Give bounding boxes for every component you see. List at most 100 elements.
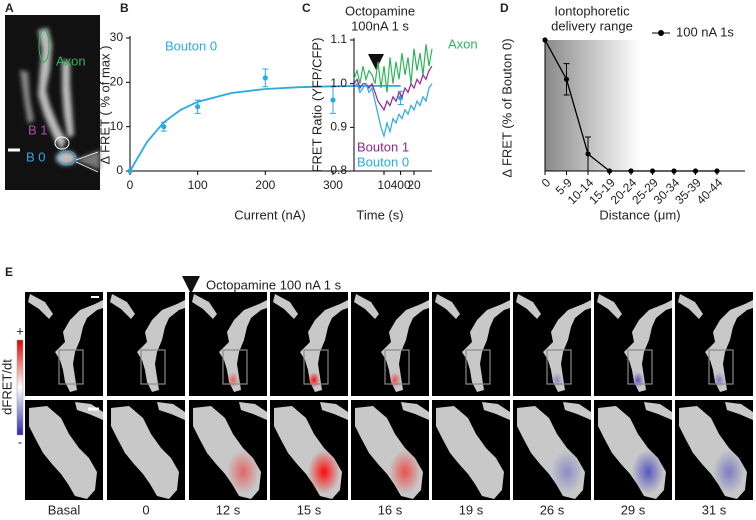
point	[542, 37, 548, 43]
image-label: B 0	[26, 149, 46, 164]
point	[714, 168, 720, 174]
signal	[632, 372, 644, 388]
panel-label: A	[5, 1, 14, 15]
point	[649, 168, 656, 174]
micrograph	[5, 15, 100, 190]
signal	[227, 450, 259, 494]
colorbar-min: -	[18, 434, 22, 449]
cell-mask	[354, 294, 429, 392]
frame-label: 16 s	[378, 502, 403, 517]
zoom-box	[303, 349, 329, 385]
cell-mask	[110, 294, 185, 392]
x-axis-label: Time (s)	[356, 207, 403, 222]
zoom-box	[384, 349, 410, 385]
cell-mask	[436, 402, 510, 499]
y-axis-label: FRET Ratio (YFP/CFP)	[309, 38, 324, 173]
frame-label: Basal	[48, 502, 81, 517]
error-bar	[397, 90, 404, 105]
zoom-box	[58, 349, 84, 385]
y-tick-label: 1.0	[330, 76, 347, 90]
x-tick-label: 400	[391, 178, 411, 192]
cell-mask	[192, 294, 267, 392]
point	[671, 168, 677, 174]
legend-label: Bouton 1	[357, 139, 409, 154]
stimulus-arrow	[368, 54, 384, 70]
panel-label: B	[120, 1, 129, 15]
x-axis-label: Distance (μm)	[599, 207, 680, 222]
zoom-box	[222, 349, 248, 385]
x-tick-label: 20	[407, 178, 421, 192]
panel-title: Octopamine 100 nA 1 s	[206, 277, 342, 292]
signal	[551, 450, 583, 494]
data-line	[353, 44, 433, 93]
error-bar	[262, 68, 269, 88]
frames: Basal 0 12 s 15 s 16 s 19 s 26 s 29 s 31 s	[25, 292, 753, 517]
error-bar	[563, 63, 570, 96]
y-tick-label: 0.8	[330, 163, 347, 177]
x-tick-label: 0	[127, 178, 134, 192]
point	[606, 168, 613, 174]
error-bar	[160, 121, 167, 132]
signal	[308, 450, 340, 494]
cell-mask	[111, 402, 185, 499]
legend-label: Axon	[448, 36, 478, 51]
frame-label: 0	[142, 502, 149, 517]
x-tick-label: 40-44	[694, 175, 726, 207]
annotation: Iontophoretic	[554, 3, 630, 18]
zoom-box	[627, 349, 653, 385]
panel-label: C	[302, 1, 311, 15]
signal	[551, 372, 563, 388]
legend-label: Bouton 0	[357, 154, 409, 169]
image-label: B 1	[28, 122, 48, 137]
zoom-box	[546, 349, 572, 385]
legend-label: Bouton 0	[165, 38, 217, 53]
x-axis-label: Current (nA)	[234, 207, 306, 222]
frame-label: 12 s	[216, 502, 241, 517]
panel-label: D	[500, 1, 509, 15]
point	[127, 168, 133, 174]
zoom-box	[465, 349, 491, 385]
y-tick-label: 10	[110, 119, 124, 133]
cell-mask	[516, 294, 591, 392]
frame-label: 15 s	[297, 502, 322, 517]
signal	[308, 372, 320, 388]
cell-mask	[678, 294, 753, 392]
cell-mask	[29, 402, 103, 499]
x-tick-label: 200	[255, 178, 275, 192]
legend-label: 100 nA 1s	[676, 24, 734, 39]
y-tick-label: 0.9	[330, 120, 347, 134]
frame-label: 19 s	[459, 502, 484, 517]
chart-title: 100nA 1 s	[351, 18, 409, 33]
error-bar	[585, 136, 591, 172]
error-bar	[329, 86, 336, 114]
error-bar	[194, 99, 201, 114]
zoom-box	[708, 349, 734, 385]
signal	[713, 450, 745, 494]
frame-label: 31 s	[702, 502, 727, 517]
y-tick-label: 30	[110, 30, 124, 44]
frame-label: 26 s	[540, 502, 565, 517]
panel-label: E	[5, 265, 13, 279]
legend-marker	[658, 30, 664, 36]
y-axis-label: Δ FRET (% of Bouton 0)	[499, 38, 514, 177]
cell-mask	[273, 294, 348, 392]
image-label: Axon	[56, 53, 86, 68]
signal	[632, 450, 664, 494]
data-line	[353, 82, 433, 139]
chart-title: Octopamine	[345, 3, 415, 18]
cell-mask	[597, 294, 672, 392]
stimulus-arrow	[182, 276, 200, 294]
signal	[389, 450, 421, 494]
x-tick-label: 0	[539, 175, 554, 190]
signal	[713, 372, 725, 388]
x-tick-label: 300	[323, 178, 343, 192]
y-tick-label: 0	[116, 163, 123, 177]
y-tick-label: 20	[110, 75, 124, 89]
point	[628, 168, 634, 174]
delivery-range	[545, 40, 640, 171]
fit-curve	[129, 84, 401, 172]
cell-mask	[435, 294, 510, 392]
signal	[389, 372, 401, 388]
frame-label: 29 s	[621, 502, 646, 517]
